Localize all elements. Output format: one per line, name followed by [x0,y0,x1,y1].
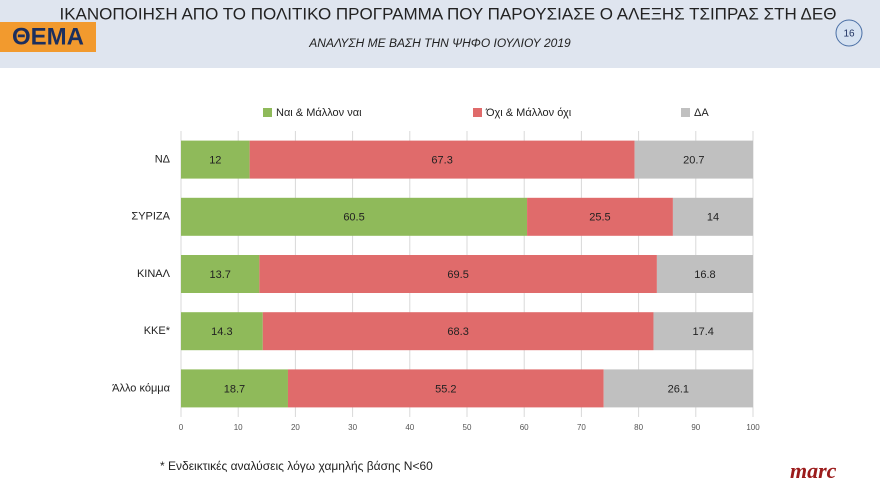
value-label: 67.3 [431,155,452,167]
logo: ΘΕΜΑ [12,23,84,50]
x-tick-label: 50 [463,423,472,432]
chart-title: ΙΚΑΝΟΠΟΙΗΣΗ ΑΠΟ ΤΟ ΠΟΛΙΤΙΚΟ ΠΡΟΓΡΑΜΜΑ ΠΟ… [60,4,837,23]
legend-swatch [263,108,272,117]
header-band [0,0,880,68]
value-label: 14.3 [211,326,232,338]
y-tick-label: ΝΔ [155,154,171,166]
bar-segment [672,197,753,236]
x-tick-label: 20 [291,423,300,432]
brand: marc [790,458,837,483]
y-tick-label: ΣΥΡΙΖΑ [131,211,170,223]
bar-segment [181,140,250,179]
value-label: 20.7 [683,155,704,167]
value-label: 60.5 [343,212,364,224]
value-label: 55.2 [435,383,456,395]
x-tick-label: 90 [691,423,700,432]
x-tick-label: 60 [520,423,529,432]
bar-segment [527,197,673,236]
bar-segment [259,255,657,293]
value-label: 69.5 [447,269,468,281]
legend-swatch [681,108,690,117]
x-tick-label: 30 [348,423,357,432]
legend-label: Όχι & Μάλλον όχι [485,107,572,119]
y-tick-label: ΚΙΝΑΛ [137,268,171,280]
bar-segment [653,312,753,351]
value-label: 25.5 [589,212,610,224]
value-label: 16.8 [694,269,715,281]
logo-box [0,22,96,52]
legend-label: Ναι & Μάλλον ναι [276,107,362,119]
value-label: 14 [707,212,719,224]
page-badge [835,19,863,47]
y-tick-label: Άλλο κόμμα [112,382,171,394]
legend-swatch [473,108,482,117]
x-tick-label: 0 [179,423,184,432]
value-label: 17.4 [693,326,714,338]
x-tick-label: 40 [405,423,414,432]
bar-segment [603,369,753,408]
x-tick-label: 100 [746,423,760,432]
legend-label: ΔΑ [694,107,709,119]
bar-segment [181,255,260,293]
page-number: 16 [843,29,855,40]
value-label: 68.3 [447,326,468,338]
chart-subtitle: ΑΝΑΛΥΣΗ ΜΕ ΒΑΣΗ ΤΗΝ ΨΗΦΟ ΙΟΥΛΙΟΥ 2019 [308,36,571,50]
bar-segment [656,255,753,293]
y-tick-label: ΚΚΕ* [144,325,171,337]
bar-segment [249,140,635,179]
value-label: 13.7 [209,269,230,281]
value-label: 12 [209,155,221,167]
x-tick-label: 80 [634,423,643,432]
x-tick-label: 10 [234,423,243,432]
value-label: 18.7 [224,383,245,395]
bar-segment [181,197,528,236]
x-tick-label: 70 [577,423,586,432]
bar-segment [634,140,753,179]
footnote: * Ενδεικτικές αναλύσεις λόγω χαμηλής βάσ… [160,459,433,473]
bar-segment [181,369,288,408]
bar-segment [262,312,654,351]
value-label: 26.1 [668,383,689,395]
bar-segment [181,312,263,351]
bar-segment [287,369,604,408]
